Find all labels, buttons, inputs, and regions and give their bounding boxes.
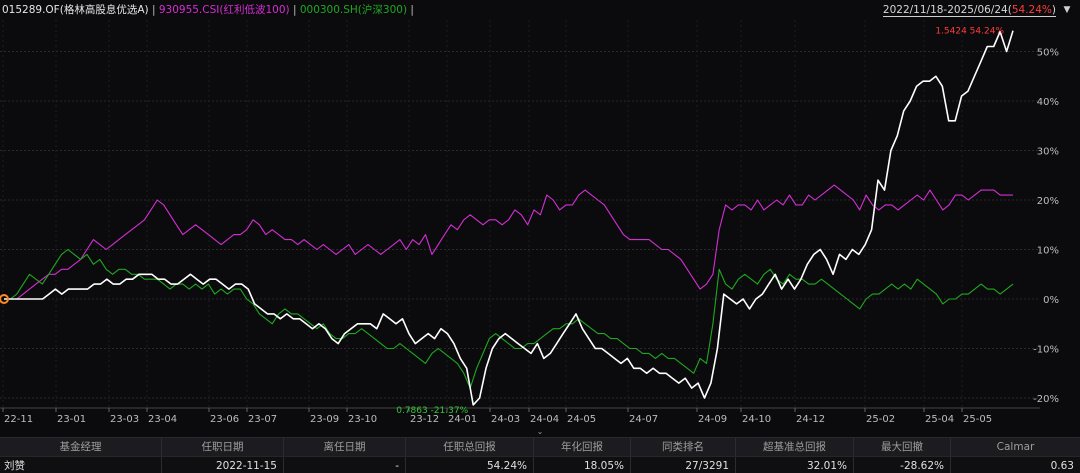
x-tick-label: 23-09 — [310, 414, 339, 425]
date-range-text: 2022/11/18-2025/06/24( — [882, 4, 1012, 16]
legend-separator: | — [292, 4, 300, 16]
y-tick-label: -20% — [1033, 394, 1059, 405]
start-point-marker — [0, 294, 9, 304]
y-tick-label: -10% — [1033, 345, 1059, 356]
stats-header-cell: 任职日期 — [162, 438, 284, 456]
legend-separator: | — [151, 4, 159, 16]
stats-header-cell: 年化回报 — [534, 438, 631, 456]
x-tick-label: 23-04 — [148, 414, 177, 425]
series-line-index2 — [4, 248, 1014, 389]
legend-separator: | — [410, 4, 414, 16]
legend-fund[interactable]: 015289.OF(格林高股息优选A) — [2, 4, 149, 16]
x-axis: 22-11 23-01 23-03 23-04 23-06 23-07 23-09 23-10… — [0, 407, 1040, 425]
y-tick-label: 30% — [1037, 147, 1059, 158]
y-tick-label: 0% — [1043, 295, 1059, 306]
x-tick-label: 25-05 — [963, 414, 992, 425]
x-tick-label: 23-10 — [348, 414, 377, 425]
chart-x-gridlines — [2, 20, 963, 408]
legend-index1[interactable]: 930955.CSI(红利低波100) — [158, 4, 290, 16]
x-tick-label: 24-05 — [567, 414, 596, 425]
stats-data-cell: 54.24% — [406, 457, 534, 473]
x-tick-label: 24-01 — [448, 414, 477, 425]
stats-header-cell: 离任日期 — [284, 438, 406, 456]
y-tick-label: 20% — [1037, 196, 1059, 207]
date-range-selector[interactable]: 2022/11/18-2025/06/24(54.24%) — [882, 4, 1056, 17]
stats-data-cell: 2022-11-15 — [162, 457, 284, 473]
stats-data-cell: 刘赞 — [0, 457, 162, 473]
x-tick-label: 25-04 — [925, 414, 954, 425]
chart-annotations: 1.5424 54.24% 0.7863 -21.37% — [0, 27, 1004, 416]
legend-items: 015289.OF(格林高股息优选A) | 930955.CSI(红利低波100… — [2, 0, 414, 20]
stats-header-cell: 基金经理 — [0, 438, 162, 456]
stats-data-cell: 27/3291 — [631, 457, 736, 473]
y-tick-label: 40% — [1037, 97, 1059, 108]
x-tick-label: 24-04 — [530, 414, 559, 425]
stats-data-cell: 0.63 — [1050, 460, 1074, 472]
y-tick-label: 10% — [1037, 246, 1059, 257]
x-tick-label: 24-03 — [491, 414, 520, 425]
x-tick-label: 23-03 — [110, 414, 139, 425]
x-tick-label: 24-07 — [629, 414, 658, 425]
x-tick-label: 22-11 — [4, 414, 33, 425]
date-range-return: 54.24% — [1011, 4, 1052, 16]
y-axis: 50% 40% 30% 20% 10% 0% -10% -20% — [1033, 48, 1059, 406]
stats-data-cell: 18.05% — [534, 457, 631, 473]
stats-header-row: 基金经理 任职日期 离任日期 任职总回报 年化回报 同类排名 超基准总回报 最大回撤 Calma… — [0, 438, 1080, 456]
stats-header-cell: 超基准总回报 — [736, 438, 854, 456]
stats-data-cell: - — [284, 457, 406, 473]
stats-header-cell: 最大回撤 — [854, 438, 951, 456]
stats-header-cell: 同类排名 — [631, 438, 736, 456]
manager-stats-table: 基金经理 任职日期 离任日期 任职总回报 年化回报 同类排名 超基准总回报 最大回撤 Calma… — [0, 437, 1080, 473]
chart-series-lines — [4, 30, 1014, 406]
x-tick-label: 24-09 — [698, 414, 727, 425]
peak-value-label: 1.5424 54.24% — [935, 27, 1004, 37]
trough-value-label: 0.7863 -21.37% — [396, 406, 468, 416]
y-tick-label: 50% — [1037, 48, 1059, 59]
stats-data-row: 刘赞 2022-11-15-54.24% 18.05% 27/3291 32.01% -2… — [0, 456, 1080, 473]
stats-data-cell: 32.01% — [736, 457, 854, 473]
stats-data-cell: -28.62% — [854, 457, 951, 473]
stats-header-cell: Calmar — [996, 441, 1035, 453]
series-line-fund — [4, 30, 1014, 406]
chevron-down-icon[interactable]: ▼ — [1063, 5, 1071, 15]
x-tick-label: 23-07 — [248, 414, 277, 425]
x-tick-label: 23-12 — [410, 414, 439, 425]
x-tick-label: 23-06 — [210, 414, 239, 425]
legend-index2[interactable]: 000300.SH(沪深300) — [299, 4, 408, 16]
chart-legend-bar: 015289.OF(格林高股息优选A) | 930955.CSI(红利低波100… — [0, 0, 1080, 20]
date-range-close: ) — [1051, 4, 1056, 16]
stats-header-cell: 任职总回报 — [406, 438, 534, 456]
x-tick-label: 23-01 — [57, 414, 86, 425]
x-tick-label: 24-12 — [796, 414, 825, 425]
performance-line-chart: 50% 40% 30% 20% 10% 0% -10% -20% 22-11 23-01 23-0… — [0, 20, 1059, 425]
series-line-index1 — [4, 184, 1013, 300]
x-tick-label: 24-10 — [742, 414, 771, 425]
collapse-panel-icon[interactable]: ⌄ — [536, 427, 544, 436]
x-tick-label: 25-02 — [866, 414, 895, 425]
